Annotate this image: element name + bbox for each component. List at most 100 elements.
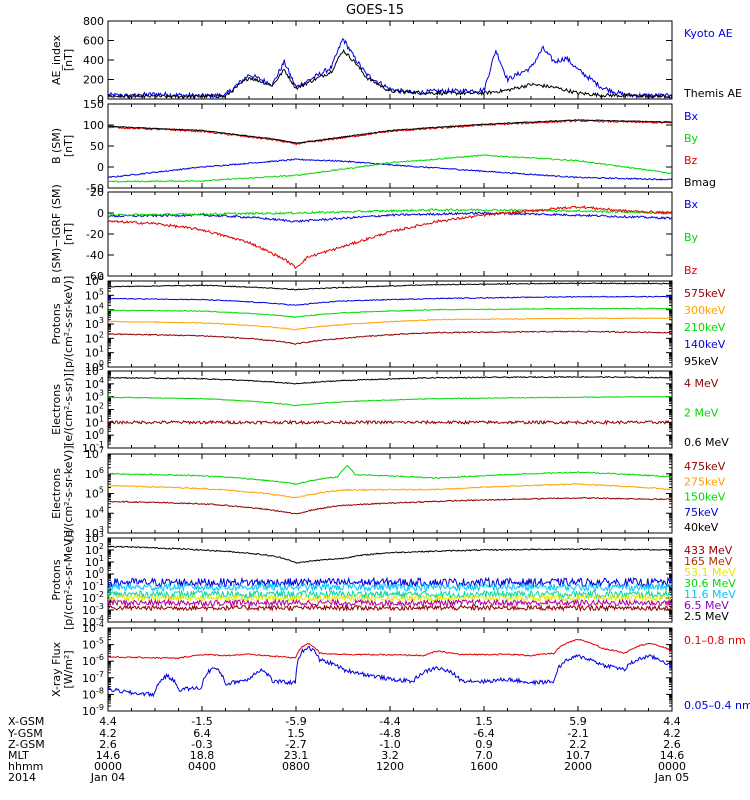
orbit-cell: 1.5 [475, 715, 493, 728]
panel-xray: 10-9 10-810-7 10-610-5 10-4 X-ray Flux[W/m²]… [50, 620, 750, 718]
y-tick-label: 0 [97, 207, 104, 220]
legend-label: 165 MeV [684, 555, 733, 568]
y-tick-label: 10-6 [82, 653, 104, 668]
series-line-210kev [108, 307, 672, 319]
panel-frame [107, 103, 673, 189]
legend-label: 210keV [684, 321, 726, 334]
legend-label: Bz [684, 154, 698, 167]
orbit-cell: 0000 [658, 760, 686, 773]
orbit-row-label: X-GSM [8, 715, 44, 728]
legend-label: 2.5 MeV [684, 610, 729, 623]
legend-label: 433 MeV [684, 544, 733, 557]
series-line-11-6-mev [108, 593, 672, 603]
y-tick-label: 103 [85, 525, 104, 540]
figure-title: GOES-15 [346, 3, 404, 18]
y-axis-label: Electrons[e/(cm²-s-sr)] [50, 373, 75, 446]
y-tick-label: 103 [85, 389, 104, 404]
y-axis-label: X-ray Flux[W/m²] [50, 641, 75, 697]
legend-label: 4 MeV [684, 377, 719, 390]
y-tick-label: 101 [85, 414, 104, 429]
series-line-0-6-mev [108, 419, 672, 426]
legend-label: 475keV [684, 460, 726, 473]
y-tick-label: 106 [85, 273, 104, 288]
legend-label: Kyoto AE [684, 27, 733, 40]
orbit-row-label: hhmm [8, 760, 43, 773]
legend-label: Bx [684, 110, 699, 123]
orbit-cell: 0400 [188, 760, 216, 773]
y-tick-label: 102 [85, 330, 104, 345]
y-tick-label: 50 [90, 140, 104, 153]
orbit-cell: 7.0 [475, 749, 493, 762]
y-tick-label: 101 [85, 345, 104, 360]
panel-frame [107, 191, 673, 277]
orbit-cell: -4.8 [379, 727, 400, 740]
y-axis-label: AE_index[nT] [50, 34, 75, 85]
series-line-kyoto-ae [108, 38, 672, 99]
panel-frame [107, 453, 673, 534]
y-tick-label: 100 [85, 566, 104, 581]
orbit-cell: 3.2 [381, 749, 399, 762]
y-tick-label: 101 [85, 554, 104, 569]
orbit-cell: 4.2 [663, 727, 681, 740]
y-axis-label: B (SM)[nT] [50, 128, 75, 164]
legend-label: 275keV [684, 475, 726, 488]
orbit-cell: 0800 [282, 760, 310, 773]
legend-label: By [684, 231, 699, 244]
legend-label: 140keV [684, 338, 726, 351]
y-tick-label: 100 [83, 119, 104, 132]
series-line-140kev [108, 317, 672, 331]
orbit-cell: 1600 [470, 760, 498, 773]
y-axis-label: Electrons[e/(cm²-s-sr-keV)] [50, 445, 75, 541]
orbit-cell: 5.9 [569, 715, 587, 728]
series-line-300kev [108, 295, 672, 306]
y-tick-label: 0 [97, 93, 104, 106]
orbit-cell: -4.4 [379, 715, 400, 728]
y-axis-label: Protons[p/(cm²-s-sr-MeV)] [50, 530, 75, 630]
legend-label: By [684, 132, 699, 145]
y-tick-label: 10-9 [82, 703, 104, 718]
y-tick-label: 104 [85, 505, 104, 520]
orbit-cell: 2.2 [569, 738, 587, 751]
y-tick-label: -60 [86, 270, 104, 283]
y-tick-label: 10-5 [82, 637, 104, 652]
y-tick-label: 107 [85, 446, 104, 461]
y-tick-label: 103 [85, 530, 104, 545]
orbit-cell: -2.7 [285, 738, 306, 751]
series-line-0-05-0-4-nm [108, 645, 672, 698]
legend-label: 300keV [684, 304, 726, 317]
y-tick-label: 10-2 [82, 590, 104, 605]
y-tick-label: 800 [83, 15, 104, 28]
y-tick-label: 150 [83, 98, 104, 111]
orbit-cell: Jan 05 [654, 771, 689, 784]
series-line-bz [108, 205, 672, 270]
series-line-150kev [108, 496, 672, 515]
orbit-cell: 0.9 [475, 738, 493, 751]
orbit-cell: 1200 [376, 760, 404, 773]
panel-frame [107, 280, 673, 368]
y-tick-label: 104 [85, 302, 104, 317]
y-tick-label: 600 [83, 35, 104, 48]
series-line-95kev [108, 330, 672, 345]
series-line-2-mev [108, 395, 672, 407]
y-tick-label: 10-4 [82, 620, 104, 635]
y-tick-label: 20 [90, 186, 104, 199]
orbit-cell: -2.1 [567, 727, 588, 740]
legend-label: 95keV [684, 355, 719, 368]
legend-label: Themis AE [683, 87, 742, 100]
series-line-bz [108, 119, 672, 146]
series-line-275kev [108, 483, 672, 499]
orbit-cell: 4.4 [99, 715, 117, 728]
y-tick-label: 10-1 [82, 578, 104, 593]
orbit-cell: -5.9 [285, 715, 306, 728]
panel-frame [107, 627, 673, 712]
series-line-4-mev [108, 375, 672, 385]
y-tick-label: 10-3 [82, 602, 104, 617]
y-tick-label: 105 [85, 363, 104, 378]
legend-label: 0.05–0.4 nm [684, 699, 750, 712]
legend-label: 75keV [684, 506, 719, 519]
orbit-row-label: 2014 [8, 771, 36, 784]
orbit-cell: 2.6 [99, 738, 117, 751]
series-line-0-1-0-8-nm [108, 639, 672, 660]
y-tick-label: 10-8 [82, 686, 104, 701]
